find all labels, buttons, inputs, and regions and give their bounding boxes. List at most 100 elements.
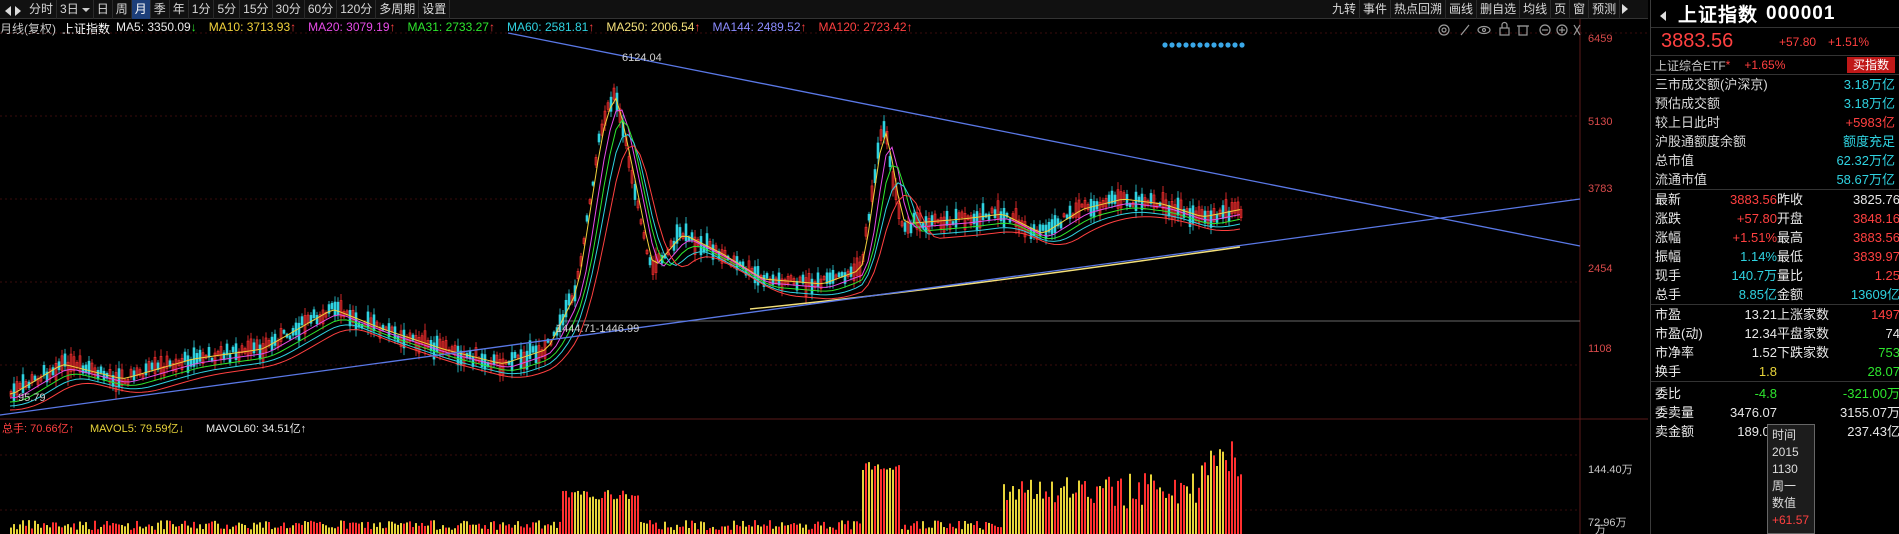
volume-bar: [913, 523, 915, 534]
candle-body: [39, 375, 43, 382]
event-dot[interactable]: [1211, 42, 1217, 48]
volume-bar: [955, 528, 957, 534]
candle-body: [45, 371, 49, 383]
tab-1min[interactable]: 1分: [189, 0, 215, 19]
pen-icon[interactable]: [1460, 24, 1470, 36]
tab-month[interactable]: 月: [131, 0, 151, 19]
collapse-right-icon[interactable]: [1622, 4, 1633, 14]
candle-body: [876, 142, 880, 159]
volume-bar: [958, 521, 960, 534]
volume-bar: [1078, 480, 1080, 534]
page-button[interactable]: 页: [1551, 0, 1571, 19]
event-dot[interactable]: [1197, 42, 1203, 48]
volume-bar: [1081, 484, 1083, 534]
event-dot[interactable]: [1239, 42, 1245, 48]
tab-year[interactable]: 年: [170, 0, 189, 19]
candle-body: [873, 169, 877, 184]
volume-bar: [1033, 498, 1035, 534]
tab-quarter[interactable]: 季: [151, 0, 170, 19]
volume-bar: [988, 522, 990, 534]
event-markers[interactable]: [1162, 42, 1245, 48]
lower-trendline[interactable]: [0, 198, 1581, 416]
volume-bar: [529, 527, 531, 534]
etf-label[interactable]: 上证综合ETF: [1655, 58, 1726, 73]
event-dot[interactable]: [1162, 42, 1168, 48]
volume-bar: [43, 523, 45, 534]
candle-body: [591, 181, 595, 186]
close-chart-icon[interactable]: [1573, 24, 1581, 36]
volume-bar: [685, 520, 687, 534]
volume-bar: [424, 525, 426, 534]
buy-index-button[interactable]: 买指数: [1846, 57, 1895, 73]
event-dot[interactable]: [1225, 42, 1231, 48]
tab-60min[interactable]: 60分: [305, 0, 338, 19]
volume-bar: [502, 522, 504, 534]
event-dot[interactable]: [1169, 42, 1175, 48]
volume-bar: [289, 527, 291, 534]
settings-icon[interactable]: [1438, 24, 1450, 36]
scroll-right-icon[interactable]: [15, 6, 26, 16]
candle-body: [222, 352, 226, 361]
scroll-left-icon[interactable]: [0, 6, 11, 16]
tab-intraday[interactable]: 分时: [26, 0, 58, 19]
candle-body: [813, 281, 817, 288]
delete-icon[interactable]: [1517, 25, 1529, 36]
volume-bar: [124, 526, 126, 534]
candle-body: [165, 355, 169, 369]
prev-stock-icon[interactable]: [1655, 10, 1666, 21]
events-button[interactable]: 事件: [1360, 0, 1392, 19]
lock-icon[interactable]: [1499, 21, 1510, 36]
volume-bar: [1009, 491, 1011, 534]
tab-15min[interactable]: 15分: [240, 0, 273, 19]
candle-body: [231, 346, 235, 353]
candle-body: [837, 272, 841, 278]
eye-icon[interactable]: [1477, 25, 1491, 35]
tab-3day-select[interactable]: 3日: [57, 0, 94, 19]
volume-bar: [1192, 473, 1194, 534]
tab-120min[interactable]: 120分: [337, 0, 377, 19]
candle-body: [264, 337, 268, 353]
upper-trendline[interactable]: [507, 32, 1581, 247]
price-tick: 2454: [1588, 263, 1612, 275]
volume-bar: [550, 525, 552, 534]
candle-body: [600, 123, 604, 136]
volume-bar: [937, 520, 939, 534]
hotspot-review-button[interactable]: 热点回溯: [1391, 0, 1447, 19]
volume-bar: [970, 523, 972, 534]
candle-body: [993, 209, 997, 219]
volume-bar: [475, 524, 477, 534]
stats-label: [1777, 362, 1833, 381]
volume-bar: [172, 524, 174, 534]
zoom-out-icon[interactable]: [1539, 24, 1551, 36]
tab-30min[interactable]: 30分: [273, 0, 305, 19]
volume-bar: [463, 520, 465, 534]
window-button[interactable]: 窗: [1570, 0, 1590, 19]
quote-value: 3839.97: [1853, 249, 1899, 264]
forecast-button[interactable]: 预测: [1589, 0, 1621, 19]
volume-bar: [862, 469, 864, 534]
kline-chart[interactable]: 6459 5130 3783 2454 1108 144.40万 72.96万 …: [0, 19, 1648, 534]
moving-average-button[interactable]: 均线: [1520, 0, 1552, 19]
volume-bar: [373, 523, 375, 534]
volume-bar: [1222, 451, 1224, 534]
settings-button[interactable]: 设置: [419, 0, 451, 19]
tab-week[interactable]: 周: [113, 0, 132, 19]
draw-line-button[interactable]: 画线: [1446, 0, 1478, 19]
event-dot[interactable]: [1183, 42, 1189, 48]
event-dot[interactable]: [1190, 42, 1196, 48]
event-dot[interactable]: [1218, 42, 1224, 48]
volume-bar: [115, 523, 117, 534]
candle-body: [1092, 201, 1096, 218]
event-dot[interactable]: [1204, 42, 1210, 48]
orders-label: 卖金额: [1655, 424, 1695, 439]
market-row: 沪股通额度余额 额度充足: [1651, 132, 1899, 151]
nine-turn-button[interactable]: 九转: [1329, 0, 1361, 19]
event-dot[interactable]: [1232, 42, 1238, 48]
tab-day[interactable]: 日: [94, 0, 113, 19]
tab-5min[interactable]: 5分: [214, 0, 241, 19]
tab-multi-period[interactable]: 多周期: [376, 0, 420, 19]
zoom-in-icon[interactable]: [1556, 24, 1568, 36]
candle-body: [969, 215, 973, 226]
remove-watchlist-button[interactable]: 删自选: [1477, 0, 1521, 19]
event-dot[interactable]: [1176, 42, 1182, 48]
